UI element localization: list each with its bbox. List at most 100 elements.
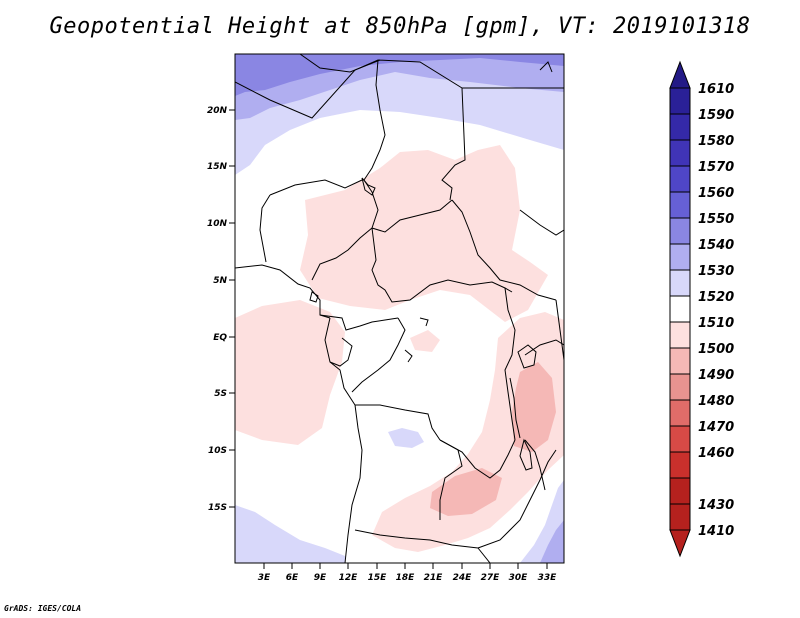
colorbar-labels: 1610 1590 1580 1570 1560 1550 1540 1530 … — [698, 82, 734, 539]
border-nigeria-cameroon — [311, 227, 373, 281]
lat-label: 15S — [208, 503, 227, 513]
border-namibia — [354, 529, 479, 549]
lon-axis: 3E 6E 9E 12E 15E 18E 21E 24E 27E 30E 33E — [258, 563, 557, 583]
contour-1500-east — [372, 312, 564, 552]
lon-label: 30E — [509, 573, 529, 583]
border-lake-congo-2 — [404, 349, 413, 363]
border-zambia-drc — [439, 439, 516, 479]
colorbar-swatch-low — [669, 503, 691, 531]
colorbar-swatch-1430 — [669, 451, 691, 479]
colorbar-swatch-1510 — [669, 295, 691, 323]
contour-1500-central — [300, 145, 548, 322]
border-angola-drc — [355, 404, 441, 441]
contour-1530-southeast — [540, 520, 564, 563]
border-island-bioko — [309, 291, 319, 303]
lat-label: 10N — [207, 219, 228, 229]
colorbar-swatch-1500 — [669, 321, 691, 349]
border-chad-niger — [363, 179, 453, 233]
colorbar-swatch-1530 — [669, 243, 691, 271]
border-sudan-east — [519, 209, 564, 236]
country-borders — [235, 54, 564, 563]
colorbar-label: 1530 — [698, 264, 734, 279]
map-panel — [235, 54, 564, 563]
contour-1520-south — [235, 505, 345, 563]
lat-axis: 20N 15N 10N 5N EQ 5S 10S 15S — [207, 106, 235, 513]
colorbar-swatch-1470 — [669, 399, 691, 427]
colorbar-label: 1410 — [698, 524, 734, 539]
lat-label: 10S — [208, 446, 227, 456]
border-benin — [259, 194, 271, 263]
colorbar-label: 1470 — [698, 420, 734, 435]
border-sahara — [235, 59, 466, 201]
lon-label: 9E — [314, 573, 327, 583]
border-drc-east — [504, 287, 516, 441]
colorbar-swatch-1460 — [669, 425, 691, 453]
lat-label: 5S — [214, 389, 227, 399]
colorbar-swatch-1580 — [669, 113, 691, 141]
colorbar-label: 1590 — [698, 108, 734, 123]
border-nigeria-niger — [269, 179, 363, 196]
colorbar-label: 1520 — [698, 290, 734, 305]
colorbar-swatch-1570 — [669, 139, 691, 167]
border-libya-chad — [363, 59, 386, 181]
border-sudan-south — [451, 199, 557, 301]
colorbar-label: 1580 — [698, 134, 734, 149]
lon-label: 27E — [481, 573, 501, 583]
colorbar-top-triangle — [669, 60, 691, 89]
colorbar-swatch-1540 — [669, 217, 691, 245]
lat-label: 20N — [207, 106, 228, 116]
colorbar-label: 1430 — [698, 498, 734, 513]
contour-1490-south — [430, 468, 502, 516]
border-zimbabwe — [477, 547, 491, 563]
border-gabon-congo — [319, 314, 399, 331]
colorbar — [669, 60, 691, 558]
lon-label: 3E — [258, 573, 271, 583]
colorbar-label: 1460 — [698, 446, 734, 461]
contour-1520-angola — [388, 428, 424, 448]
colorbar-swatch-1560 — [669, 165, 691, 193]
border-lake-chad — [361, 177, 376, 196]
border-lake-malawi — [519, 438, 533, 471]
border-malawi — [524, 439, 546, 491]
lon-label: 21E — [424, 573, 444, 583]
contour-1540-north — [235, 54, 564, 96]
colorbar-swatch-1490 — [669, 347, 691, 375]
border-coast-west — [324, 317, 356, 406]
border-coast-gulf — [235, 264, 331, 319]
colorbar-swatch-1590 — [669, 87, 691, 115]
border-cabinda — [329, 337, 353, 367]
lon-label: 6E — [286, 573, 299, 583]
border-congo-drc — [351, 317, 406, 393]
lon-label: 12E — [339, 573, 359, 583]
border-east-coast — [555, 299, 564, 361]
colorbar-label: 1550 — [698, 212, 734, 227]
border-north-top — [299, 54, 381, 73]
lon-label: 33E — [538, 573, 558, 583]
map-title: Geopotential Height at 850hPa [gpm], VT:… — [49, 14, 751, 39]
grads-credit: GrADS: IGES/COLA — [4, 604, 82, 613]
colorbar-label: 1490 — [698, 368, 734, 383]
colorbar-label: 1510 — [698, 316, 734, 331]
colorbar-label: 1610 — [698, 82, 734, 97]
lon-label: 18E — [396, 573, 416, 583]
border-mozambique — [477, 449, 557, 549]
lat-label: 5N — [213, 276, 227, 286]
lat-label: EQ — [213, 333, 227, 343]
border-tanzania — [524, 339, 564, 356]
border-lake-tanganyika — [509, 377, 521, 439]
colorbar-swatch-1410 — [669, 477, 691, 505]
colorbar-label: 1500 — [698, 342, 734, 357]
border-lake-victoria — [517, 344, 537, 369]
border-east-tip — [539, 61, 553, 73]
colorbar-swatch-1480 — [669, 373, 691, 401]
colorbar-swatch-1520 — [669, 269, 691, 297]
contour-1500-patch — [410, 330, 440, 352]
colorbar-label: 1540 — [698, 238, 734, 253]
colorbar-swatch-1550 — [669, 191, 691, 219]
contour-1500-west — [235, 300, 345, 445]
colorbar-label: 1480 — [698, 394, 734, 409]
border-angola-coast — [344, 404, 363, 563]
border-car — [371, 227, 513, 303]
lon-label: 24E — [453, 573, 473, 583]
